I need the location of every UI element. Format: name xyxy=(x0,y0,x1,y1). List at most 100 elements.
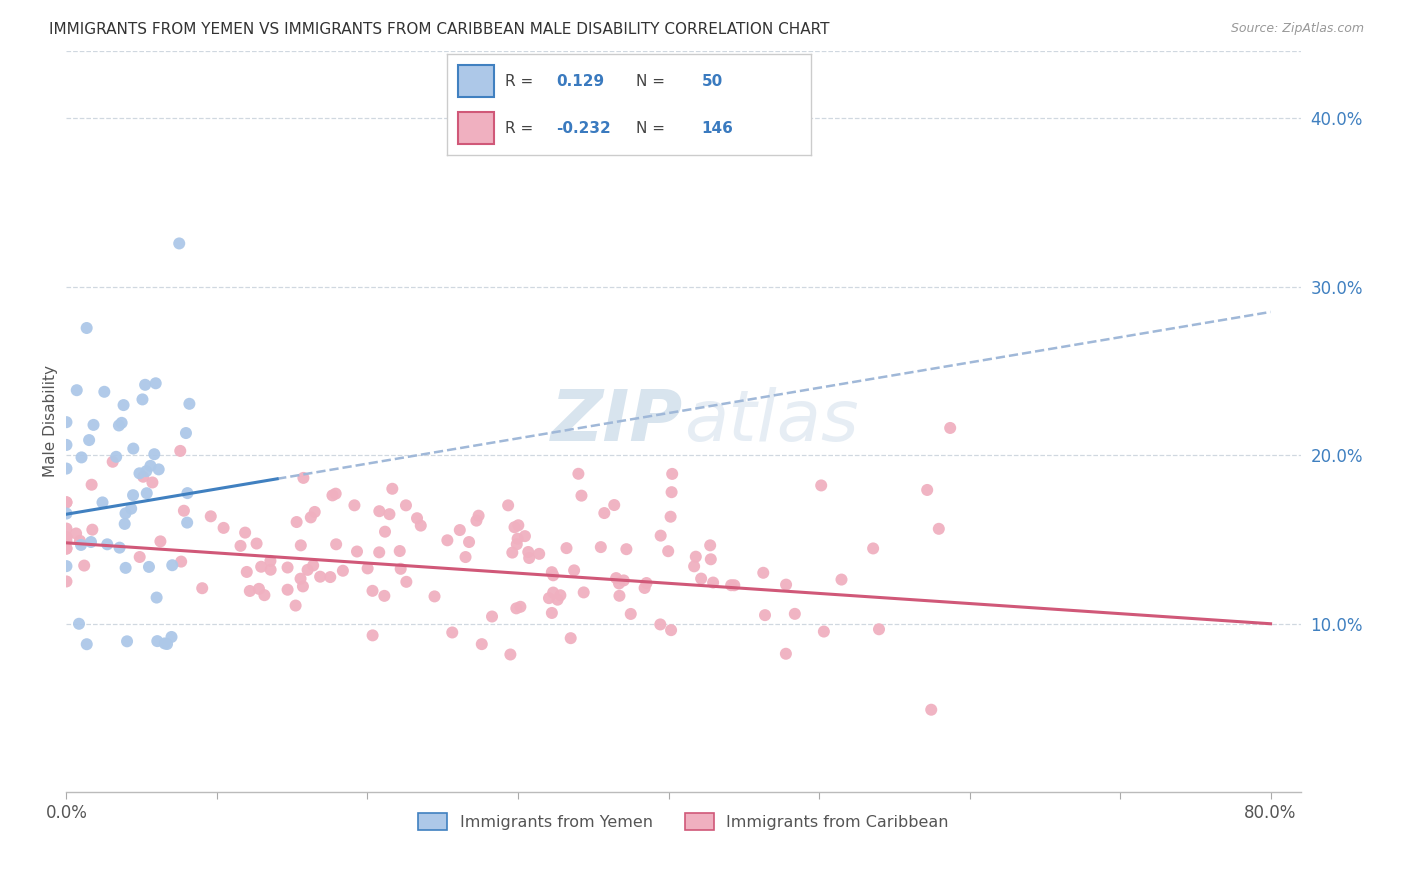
Point xyxy=(555,541,578,555)
Point xyxy=(356,561,378,575)
Point xyxy=(567,467,589,481)
Point xyxy=(395,499,418,513)
Point xyxy=(200,509,222,524)
Point xyxy=(650,528,672,542)
Point xyxy=(82,523,104,537)
Point xyxy=(368,545,391,559)
Point xyxy=(752,566,775,580)
Point xyxy=(167,236,190,251)
Point xyxy=(537,591,560,606)
Point xyxy=(149,534,172,549)
Point xyxy=(720,578,742,592)
Point xyxy=(409,518,432,533)
Point xyxy=(120,501,142,516)
Point xyxy=(55,522,77,536)
Point xyxy=(212,521,235,535)
Point xyxy=(297,563,319,577)
Point xyxy=(454,549,477,564)
Point xyxy=(122,488,145,502)
Point xyxy=(517,545,540,559)
Point xyxy=(572,585,595,599)
Point xyxy=(496,499,519,513)
Point xyxy=(928,522,950,536)
Point xyxy=(160,630,183,644)
Point xyxy=(690,572,713,586)
Point xyxy=(373,589,395,603)
Point xyxy=(374,524,396,539)
Point xyxy=(101,455,124,469)
Point xyxy=(915,483,938,497)
Point xyxy=(449,523,471,537)
Point xyxy=(517,551,540,566)
Point xyxy=(236,565,259,579)
Point xyxy=(132,469,155,483)
Point xyxy=(174,425,197,440)
Point xyxy=(332,564,354,578)
Point xyxy=(541,606,564,620)
Point xyxy=(76,637,98,651)
Point xyxy=(508,518,530,533)
Point xyxy=(169,443,191,458)
Point xyxy=(67,616,90,631)
Point xyxy=(55,534,77,549)
Point xyxy=(128,549,150,564)
Point xyxy=(108,418,131,433)
Point xyxy=(699,538,721,552)
Point xyxy=(603,498,626,512)
Point xyxy=(813,624,835,639)
Point xyxy=(616,542,638,557)
Point xyxy=(162,558,184,573)
Point xyxy=(423,590,446,604)
Point xyxy=(93,384,115,399)
Point xyxy=(77,433,100,447)
Point xyxy=(436,533,458,548)
Point xyxy=(55,438,77,452)
Point xyxy=(290,538,312,552)
Point xyxy=(506,532,529,546)
Point xyxy=(156,637,179,651)
Point xyxy=(111,416,134,430)
Point xyxy=(55,559,77,574)
Point xyxy=(633,581,655,595)
Point xyxy=(55,531,77,545)
Point xyxy=(810,478,832,492)
Point xyxy=(700,552,723,566)
Point xyxy=(73,558,96,573)
Point xyxy=(55,461,77,475)
Point xyxy=(571,489,593,503)
Point xyxy=(179,397,201,411)
Point xyxy=(135,486,157,500)
Point xyxy=(458,535,481,549)
Point xyxy=(361,583,384,598)
Point xyxy=(122,442,145,456)
Point xyxy=(607,576,630,591)
Point xyxy=(247,582,270,596)
Point xyxy=(245,536,267,550)
Point xyxy=(153,636,176,650)
Point xyxy=(96,537,118,551)
Point xyxy=(501,545,523,559)
Point xyxy=(560,631,582,645)
Point xyxy=(65,526,87,541)
Point xyxy=(233,525,256,540)
Point xyxy=(55,530,77,544)
Point xyxy=(406,511,429,525)
Point xyxy=(481,609,503,624)
Point xyxy=(657,544,679,558)
Point xyxy=(69,533,91,548)
Point xyxy=(253,588,276,602)
Point xyxy=(143,447,166,461)
Point xyxy=(939,421,962,435)
Point xyxy=(620,607,643,621)
Point xyxy=(55,541,77,556)
Point xyxy=(505,601,527,615)
Point xyxy=(134,377,156,392)
Point xyxy=(605,571,627,585)
Point xyxy=(55,495,77,509)
Point xyxy=(613,574,636,588)
Point xyxy=(80,535,103,549)
Point xyxy=(131,392,153,407)
Point xyxy=(661,485,683,500)
Point xyxy=(55,507,77,521)
Point xyxy=(285,515,308,529)
